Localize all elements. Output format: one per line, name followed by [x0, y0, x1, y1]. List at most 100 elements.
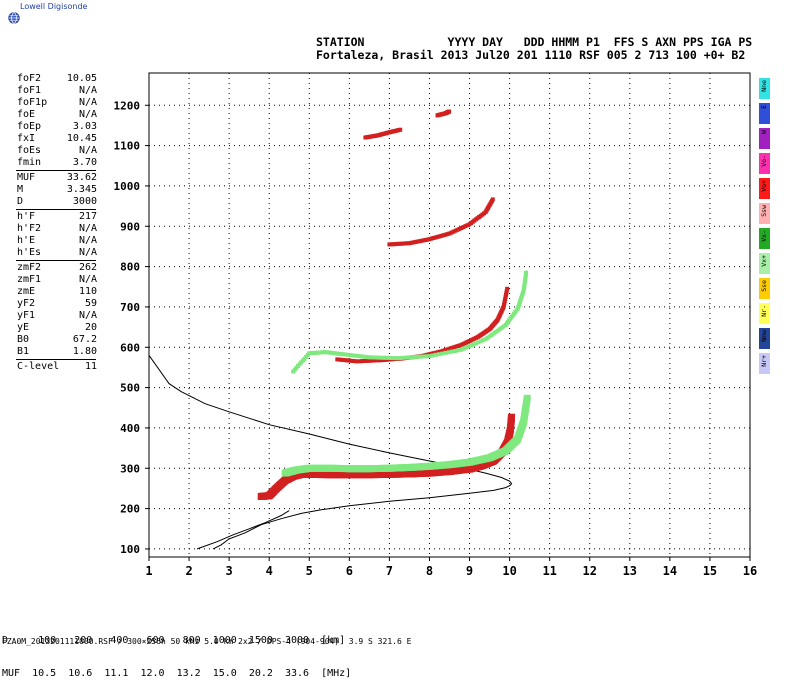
- param-value: 3.345: [66, 184, 97, 195]
- param-value: N/A: [78, 247, 97, 258]
- trace-point: [381, 355, 386, 360]
- x-tick-label: 3: [226, 564, 233, 578]
- x-tick-label: 2: [185, 564, 192, 578]
- separator: [16, 209, 96, 210]
- legend-swatch: Vx-: [759, 228, 770, 249]
- param-row: foEs N/A: [17, 145, 97, 157]
- trace-point: [478, 339, 483, 344]
- trace-point: [384, 355, 389, 360]
- trace-point: [471, 342, 476, 347]
- param-value: N/A: [78, 223, 97, 234]
- legend-swatch: W: [759, 128, 770, 149]
- param-row: h'F 217: [17, 211, 97, 223]
- trace-point: [343, 352, 348, 357]
- param-row: yE 20: [17, 322, 97, 334]
- legend-swatch: E: [759, 103, 770, 124]
- param-label: h'E: [17, 235, 36, 246]
- param-label: zmF1: [17, 274, 42, 285]
- trace-point: [427, 354, 432, 359]
- trace-point: [375, 355, 380, 360]
- param-value: 262: [78, 262, 97, 273]
- x-tick-label: 8: [426, 564, 433, 578]
- trace-point: [360, 359, 365, 364]
- param-label: foEs: [17, 145, 42, 156]
- param-row: h'Es N/A: [17, 247, 97, 259]
- y-tick-label: 600: [120, 341, 140, 354]
- legend-label: Vo-: [760, 155, 768, 167]
- trace-point: [522, 282, 527, 287]
- y-tick-label: 100: [120, 543, 140, 556]
- param-value: 3000: [72, 196, 97, 207]
- trace-point: [365, 358, 369, 363]
- param-label: zmF2: [17, 262, 42, 273]
- header-values: Fortaleza, Brasil 2013 Jul20 201 1110 RS…: [316, 48, 746, 62]
- x-tick-label: 15: [703, 564, 717, 578]
- param-label: C-level: [17, 361, 60, 372]
- trace-point: [369, 358, 374, 363]
- x-tick-label: 10: [502, 564, 516, 578]
- x-tick-label: 4: [266, 564, 273, 578]
- param-value: 67.2: [72, 334, 97, 345]
- trace-point: [421, 354, 426, 359]
- param-row: yF1 N/A: [17, 310, 97, 322]
- param-label: B0: [17, 334, 30, 345]
- param-label: fmin: [17, 157, 42, 168]
- param-value: N/A: [78, 274, 97, 285]
- trace-point: [405, 355, 409, 360]
- ray-curve: [196, 510, 290, 550]
- separator: [16, 260, 96, 261]
- trace-point: [372, 358, 377, 363]
- separator: [16, 170, 96, 171]
- param-label: foF2: [17, 73, 42, 84]
- y-tick-label: 1200: [114, 99, 141, 112]
- trace-point: [408, 355, 413, 360]
- trace-point: [523, 394, 531, 402]
- trace-point: [398, 127, 403, 132]
- param-label: zmE: [17, 286, 36, 297]
- x-tick-label: 9: [466, 564, 473, 578]
- param-label: fxI: [17, 133, 36, 144]
- legend-swatch: Vo+: [759, 178, 770, 199]
- trace-point: [481, 338, 486, 343]
- logo: Lowell Digisonde: [8, 2, 118, 24]
- trace-point: [411, 355, 416, 360]
- trace-point: [417, 354, 422, 359]
- trace-point: [473, 341, 478, 346]
- y-tick-label: 800: [120, 261, 140, 274]
- param-row: M 3.345: [17, 184, 97, 196]
- globe-icon: [8, 12, 20, 24]
- trace-point: [459, 347, 464, 352]
- param-row: h'E N/A: [17, 235, 97, 247]
- legend-label: Nr+: [760, 355, 768, 367]
- param-value: 10.45: [66, 133, 97, 144]
- trace-point: [348, 353, 353, 358]
- trace-point: [367, 358, 372, 363]
- param-row: foE N/A: [17, 109, 97, 121]
- trace-point: [395, 356, 400, 361]
- muf-row: MUF 10.5 10.6 11.1 12.0 13.2 15.0 20.2 3…: [2, 668, 352, 679]
- trace-point: [453, 349, 458, 353]
- legend-label: Sse: [760, 280, 768, 292]
- polarization-legend: Nne E W Vo- Vo+ Ssw Vx- Vx+ Sse Nr- Nnw Nr+: [759, 78, 771, 378]
- x-tick-label: 1: [145, 564, 152, 578]
- distance-row: D 100 200 400 600 800 1000 1500 3000 [km…: [2, 635, 346, 646]
- y-tick-label: 500: [120, 382, 140, 395]
- trace-point: [378, 355, 383, 360]
- y-tick-label: 900: [120, 220, 140, 233]
- legend-label: W: [760, 130, 768, 134]
- legend-swatch: Vo-: [759, 153, 770, 174]
- trace-point: [464, 345, 469, 350]
- trace-point: [433, 352, 438, 357]
- x-tick-label: 16: [743, 564, 757, 578]
- trace-point: [355, 353, 360, 358]
- profile-curve: [148, 355, 513, 550]
- legend-swatch: Nnw: [759, 328, 770, 349]
- trace-point: [377, 358, 381, 363]
- trace-point: [365, 355, 369, 360]
- param-label: B1: [17, 346, 30, 357]
- x-tick-label: 13: [623, 564, 637, 578]
- param-label: foF1: [17, 85, 42, 96]
- param-row: fxI 10.45: [17, 133, 97, 145]
- y-tick-label: 1100: [114, 140, 141, 153]
- logo-text: Lowell Digisonde: [20, 2, 88, 11]
